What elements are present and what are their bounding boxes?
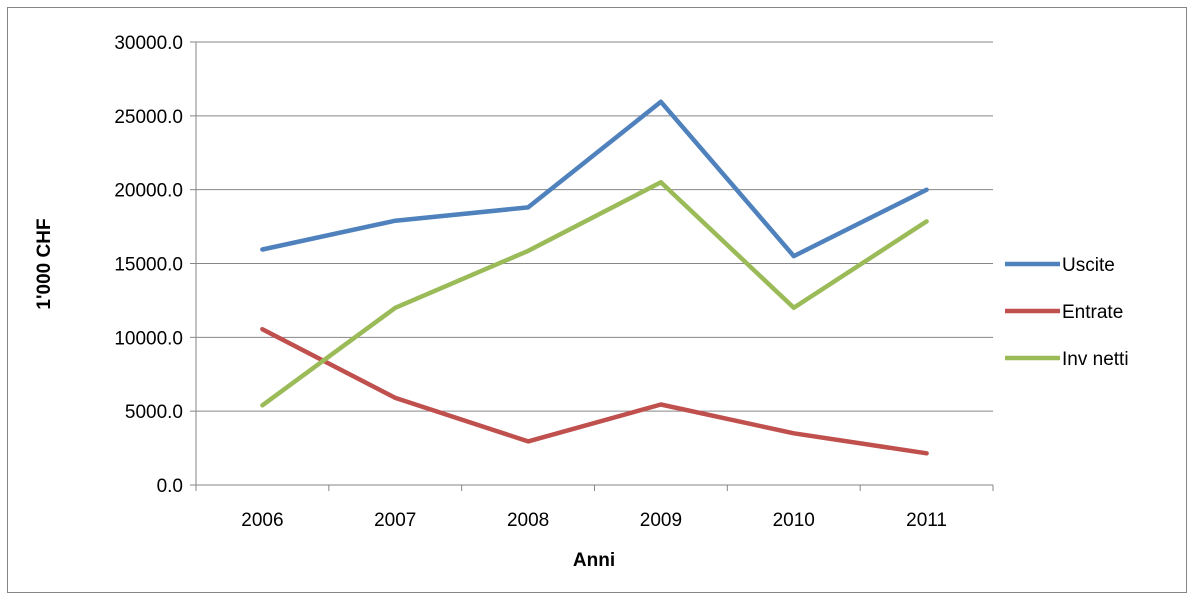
y-tick-label: 15000.0 xyxy=(114,255,183,276)
legend-label: Uscite xyxy=(1062,255,1115,276)
x-axis-title: Anni xyxy=(573,550,615,571)
axes xyxy=(190,41,994,491)
x-tick-label: 2010 xyxy=(773,510,815,531)
x-tick-label: 2008 xyxy=(507,510,549,531)
tick-labels: 0.0 5000.0 10000.0 15000.0 20000.0 25000.0 300… xyxy=(114,33,947,531)
y-tick-label: 20000.0 xyxy=(114,181,183,202)
y-tick-label: 10000.0 xyxy=(114,328,183,349)
y-tick-label: 0.0 xyxy=(157,476,183,497)
y-axis-title: 1'000 CHF xyxy=(34,218,55,309)
x-tick-label: 2009 xyxy=(640,510,682,531)
series-line-inv-netti xyxy=(260,180,929,408)
legend-label: Inv netti xyxy=(1062,349,1129,370)
x-tick-label: 2011 xyxy=(906,510,947,531)
series-lines xyxy=(260,99,929,456)
y-tick-label: 5000.0 xyxy=(125,402,183,423)
series-line-entrate xyxy=(260,326,929,456)
y-tick-label: 25000.0 xyxy=(114,107,183,128)
x-tick-label: 2006 xyxy=(241,510,283,531)
legend-label: Entrate xyxy=(1062,302,1123,323)
y-tick-label: 30000.0 xyxy=(114,33,183,54)
series-line-uscite xyxy=(260,99,929,259)
gridlines xyxy=(196,41,993,412)
legend: Uscite Entrate Inv netti xyxy=(1005,255,1129,370)
chart-area xyxy=(7,7,1187,593)
x-tick-label: 2007 xyxy=(374,510,416,531)
